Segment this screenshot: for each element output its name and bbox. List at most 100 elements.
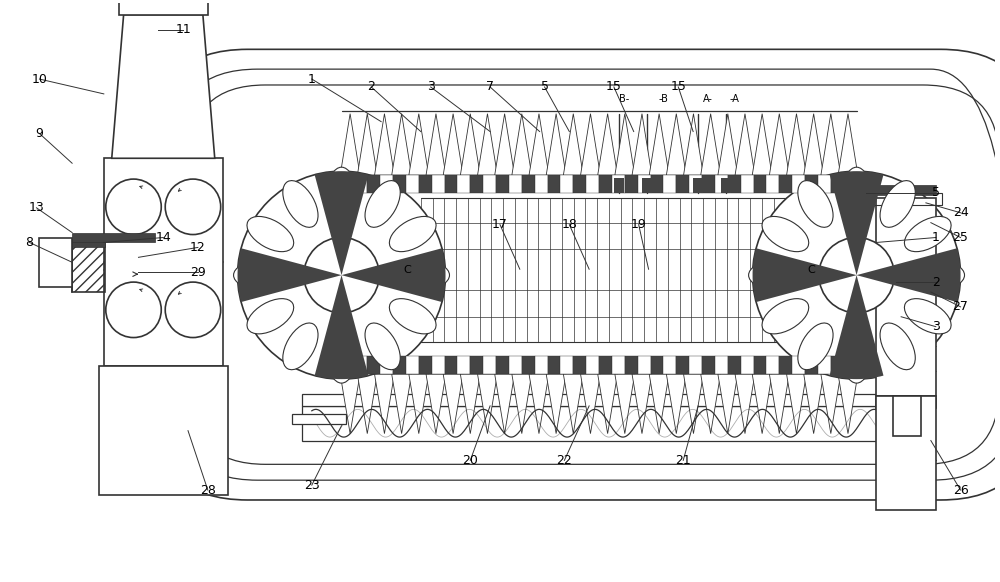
Bar	[766, 356, 779, 374]
Ellipse shape	[247, 217, 294, 251]
Bar	[560, 356, 573, 374]
Bar	[614, 178, 624, 193]
Wedge shape	[753, 249, 857, 302]
Text: 3: 3	[427, 80, 435, 94]
Bar	[876, 198, 936, 396]
Polygon shape	[409, 113, 429, 175]
Circle shape	[106, 179, 161, 235]
Polygon shape	[375, 113, 394, 175]
Bar	[457, 356, 470, 374]
Ellipse shape	[904, 217, 951, 251]
Bar	[663, 175, 676, 193]
Text: 5: 5	[541, 80, 549, 94]
Bar	[638, 175, 651, 193]
Bar	[573, 356, 586, 374]
Polygon shape	[769, 113, 789, 175]
Polygon shape	[512, 113, 532, 175]
Bar	[419, 356, 432, 374]
Polygon shape	[769, 374, 789, 434]
Polygon shape	[718, 374, 738, 434]
Circle shape	[106, 282, 161, 338]
FancyBboxPatch shape	[153, 49, 1000, 500]
Bar	[72, 240, 105, 247]
Bar	[432, 175, 445, 193]
Polygon shape	[460, 374, 480, 434]
Ellipse shape	[365, 180, 400, 228]
Circle shape	[819, 237, 894, 313]
Text: 15: 15	[670, 80, 686, 94]
Text: 11: 11	[175, 23, 191, 36]
Polygon shape	[392, 374, 412, 434]
Bar	[302, 406, 916, 441]
Polygon shape	[787, 113, 806, 175]
Bar	[663, 356, 676, 374]
Ellipse shape	[389, 299, 436, 334]
Bar	[638, 356, 651, 374]
Ellipse shape	[283, 180, 318, 228]
Ellipse shape	[398, 261, 449, 289]
Polygon shape	[426, 374, 446, 434]
Bar	[302, 394, 916, 406]
Text: C: C	[807, 265, 815, 275]
Polygon shape	[666, 374, 686, 434]
Bar	[457, 175, 470, 193]
Polygon shape	[357, 113, 377, 175]
Bar	[818, 175, 831, 193]
Polygon shape	[804, 374, 824, 434]
Bar	[522, 175, 535, 193]
Bar	[496, 175, 509, 193]
Polygon shape	[735, 374, 755, 434]
Text: 19: 19	[631, 218, 647, 231]
Ellipse shape	[234, 261, 285, 289]
Polygon shape	[563, 113, 583, 175]
Ellipse shape	[283, 323, 318, 370]
Text: 28: 28	[200, 484, 216, 496]
Text: B-: B-	[619, 94, 629, 104]
Bar	[728, 175, 741, 193]
Bar	[99, 366, 228, 495]
Text: 7: 7	[486, 80, 494, 94]
Ellipse shape	[749, 261, 800, 289]
Bar	[754, 356, 766, 374]
Bar	[805, 356, 818, 374]
Polygon shape	[563, 374, 583, 434]
Polygon shape	[804, 113, 824, 175]
Polygon shape	[546, 113, 566, 175]
Polygon shape	[529, 374, 549, 434]
Bar	[741, 356, 754, 374]
Wedge shape	[857, 249, 961, 302]
Polygon shape	[460, 113, 480, 175]
Circle shape	[165, 179, 221, 235]
Bar	[104, 158, 223, 366]
Polygon shape	[752, 113, 772, 175]
Polygon shape	[546, 374, 566, 434]
Bar	[844, 356, 857, 374]
Polygon shape	[392, 113, 412, 175]
Bar	[406, 175, 419, 193]
Bar	[342, 356, 354, 374]
Text: 14: 14	[155, 231, 171, 244]
Bar	[625, 356, 638, 374]
Bar	[676, 175, 689, 193]
Bar	[766, 175, 779, 193]
Polygon shape	[649, 374, 669, 434]
Bar	[509, 356, 522, 374]
Bar	[741, 175, 754, 193]
Text: 18: 18	[561, 218, 577, 231]
Circle shape	[753, 171, 961, 379]
Bar	[779, 356, 792, 374]
Text: 8: 8	[26, 236, 34, 249]
Wedge shape	[315, 171, 368, 275]
Bar	[715, 175, 728, 193]
Wedge shape	[830, 171, 883, 275]
Polygon shape	[701, 374, 721, 434]
Polygon shape	[340, 113, 360, 175]
Bar	[548, 356, 560, 374]
Bar	[651, 175, 663, 193]
Text: 20: 20	[462, 454, 478, 467]
Circle shape	[304, 237, 379, 313]
Bar	[651, 356, 663, 374]
Text: 10: 10	[32, 73, 47, 86]
Bar	[792, 356, 805, 374]
Bar	[805, 175, 818, 193]
